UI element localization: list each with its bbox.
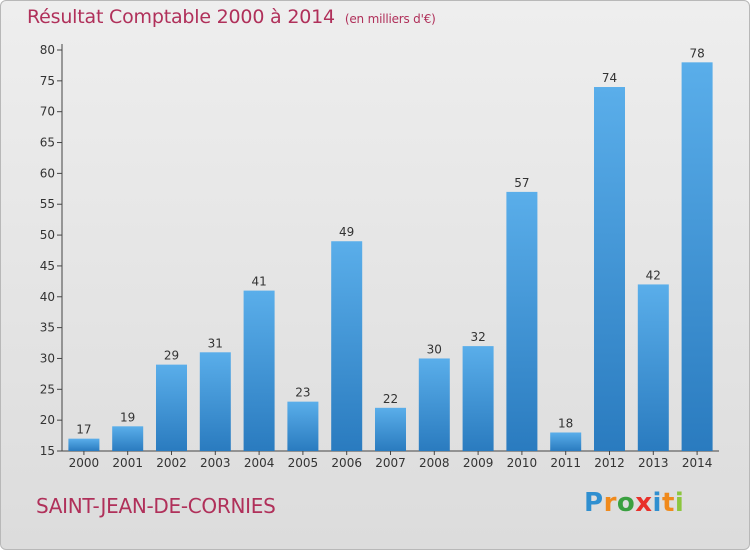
y-tick-label: 40 [40, 290, 55, 304]
x-tick-label: 2005 [288, 456, 319, 470]
x-tick-label: 2008 [419, 456, 450, 470]
y-tick-label: 50 [40, 228, 55, 242]
bar [506, 191, 538, 451]
x-tick-label: 2003 [200, 456, 231, 470]
logo-letter: o [616, 488, 636, 518]
y-tick-label: 25 [40, 382, 55, 396]
chart-title-text: Résultat Comptable 2000 à 2014 [27, 6, 335, 28]
data-label: 22 [383, 392, 398, 406]
x-tick-label: 2006 [331, 456, 362, 470]
bar [156, 364, 187, 451]
data-label: 78 [689, 46, 704, 60]
x-tick-label: 2009 [463, 456, 494, 470]
y-tick-label: 15 [40, 444, 55, 458]
data-label: 57 [514, 176, 529, 190]
x-tick-label: 2011 [550, 456, 581, 470]
bar [462, 346, 494, 451]
x-tick-label: 2007 [375, 456, 406, 470]
bar [331, 241, 363, 451]
bar [112, 426, 144, 451]
data-label: 18 [558, 416, 573, 430]
bar [550, 432, 582, 451]
data-label: 49 [339, 225, 354, 239]
bar [287, 401, 319, 451]
data-label: 42 [646, 268, 661, 282]
logo-letter: i [652, 488, 662, 518]
bar [375, 407, 406, 451]
y-tick-label: 65 [40, 136, 55, 150]
y-tick-label: 35 [40, 321, 55, 335]
bar [199, 352, 231, 451]
bar [681, 62, 713, 451]
logo-letter: x [635, 488, 653, 518]
data-label: 30 [427, 342, 442, 356]
chart-unit: (en milliers d'€) [344, 12, 436, 26]
logo-letter: i [674, 488, 685, 518]
x-tick-label: 2001 [112, 456, 143, 470]
y-tick-label: 30 [40, 351, 55, 365]
x-tick-label: 2002 [156, 456, 187, 470]
x-tick-label: 2012 [594, 456, 625, 470]
x-tick-label: 2014 [682, 456, 713, 470]
logo-letter: r [603, 488, 617, 518]
y-tick-label: 60 [40, 166, 55, 180]
bar [594, 87, 625, 451]
bar [637, 284, 669, 451]
commune-name: SAINT-JEAN-DE-CORNIES [36, 494, 276, 518]
x-tick-label: 2013 [638, 456, 669, 470]
data-label: 74 [602, 71, 617, 85]
x-tick-label: 2000 [69, 456, 100, 470]
data-label: 31 [208, 336, 223, 350]
y-tick-label: 75 [40, 74, 55, 88]
logo-letter: t [661, 488, 675, 518]
bar [418, 358, 450, 451]
y-tick-label: 80 [40, 43, 55, 57]
y-tick-label: 45 [40, 259, 55, 273]
y-tick-label: 55 [40, 197, 55, 211]
y-tick-label: 70 [40, 105, 55, 119]
data-label: 41 [251, 275, 266, 289]
logo-letter: P [584, 488, 604, 518]
x-tick-label: 2004 [244, 456, 275, 470]
bar [68, 438, 100, 451]
proxiti-logo: Proxiti [584, 488, 684, 518]
data-label: 23 [295, 386, 310, 400]
x-tick-label: 2010 [507, 456, 538, 470]
data-label: 19 [120, 410, 135, 424]
data-label: 32 [470, 330, 485, 344]
data-label: 29 [164, 349, 179, 363]
data-label: 17 [76, 423, 91, 437]
y-tick-label: 20 [40, 413, 55, 427]
chart-title: Résultat Comptable 2000 à 2014 (en millie… [27, 6, 436, 28]
bar [243, 290, 275, 451]
